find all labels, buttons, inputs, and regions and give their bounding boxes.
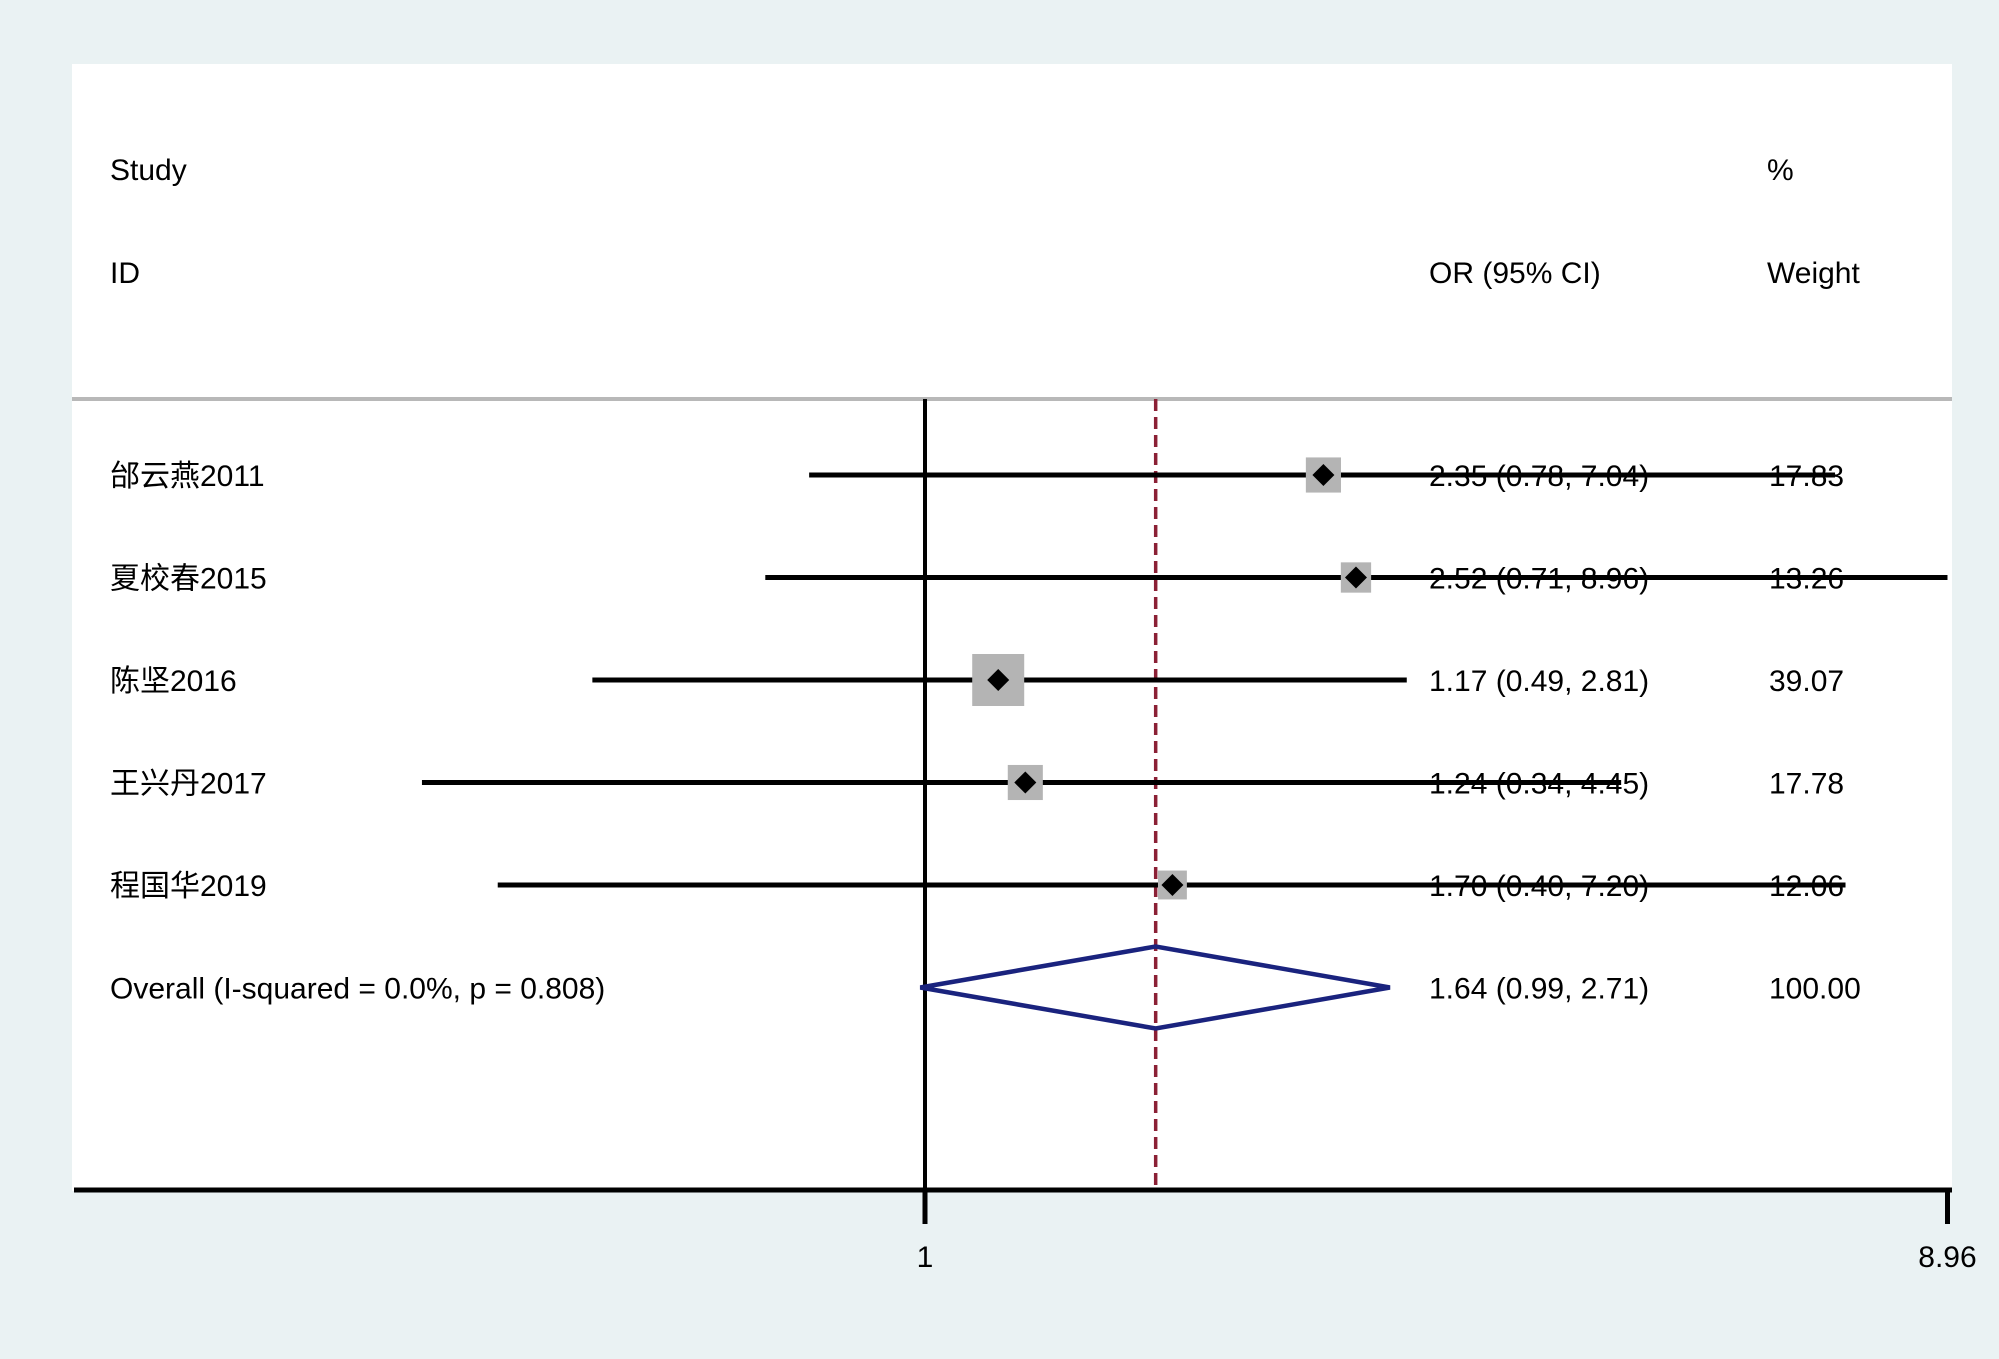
point-estimate — [1344, 566, 1367, 589]
overall-ci-label: 1.64 (0.99, 2.71) — [1429, 973, 1649, 1006]
x-tick-label: 1 — [917, 1241, 934, 1274]
study-label: 王兴丹2017 — [110, 768, 267, 801]
study-label: 夏校春2015 — [110, 563, 267, 596]
ci-label: 1.70 (0.40, 7.20) — [1429, 870, 1649, 903]
study-label: 陈坚2016 — [110, 665, 237, 698]
weight-label: 39.07 — [1769, 665, 1844, 698]
weight-label: 13.26 — [1769, 563, 1844, 596]
point-estimate — [1014, 771, 1037, 794]
plot-panel — [72, 64, 1952, 1191]
ci-label: 2.52 (0.71, 8.96) — [1429, 563, 1649, 596]
point-estimate — [1161, 874, 1184, 896]
header-weight: Weight — [1767, 257, 1860, 290]
weight-label: 12.06 — [1769, 870, 1844, 903]
overall-label: Overall (I-squared = 0.0%, p = 0.808) — [110, 973, 605, 1006]
study-label: 程国华2019 — [110, 870, 267, 903]
ci-label: 1.24 (0.34, 4.45) — [1429, 768, 1649, 801]
plot-marks: 邰云燕2011 2.35 (0.78, 7.04) 17.83 夏校春2015 2.52… — [74, 399, 1977, 1274]
header-study: Study — [110, 154, 187, 187]
overall-diamond — [919, 944, 1391, 1031]
point-estimate — [1312, 464, 1335, 486]
weight-label: 17.78 — [1769, 768, 1844, 801]
header-weight-percent: % — [1767, 154, 1794, 187]
header-effect: OR (95% CI) — [1429, 257, 1601, 290]
weight-label: 17.83 — [1769, 460, 1844, 493]
ci-label: 1.17 (0.49, 2.81) — [1429, 665, 1649, 698]
ci-label: 2.35 (0.78, 7.04) — [1429, 460, 1649, 493]
study-label: 邰云燕2011 — [110, 460, 265, 493]
header-id: ID — [110, 257, 140, 290]
x-tick-label: 8.96 — [1918, 1241, 1976, 1274]
overall-weight-label: 100.00 — [1769, 973, 1861, 1006]
point-estimate — [987, 669, 1010, 691]
